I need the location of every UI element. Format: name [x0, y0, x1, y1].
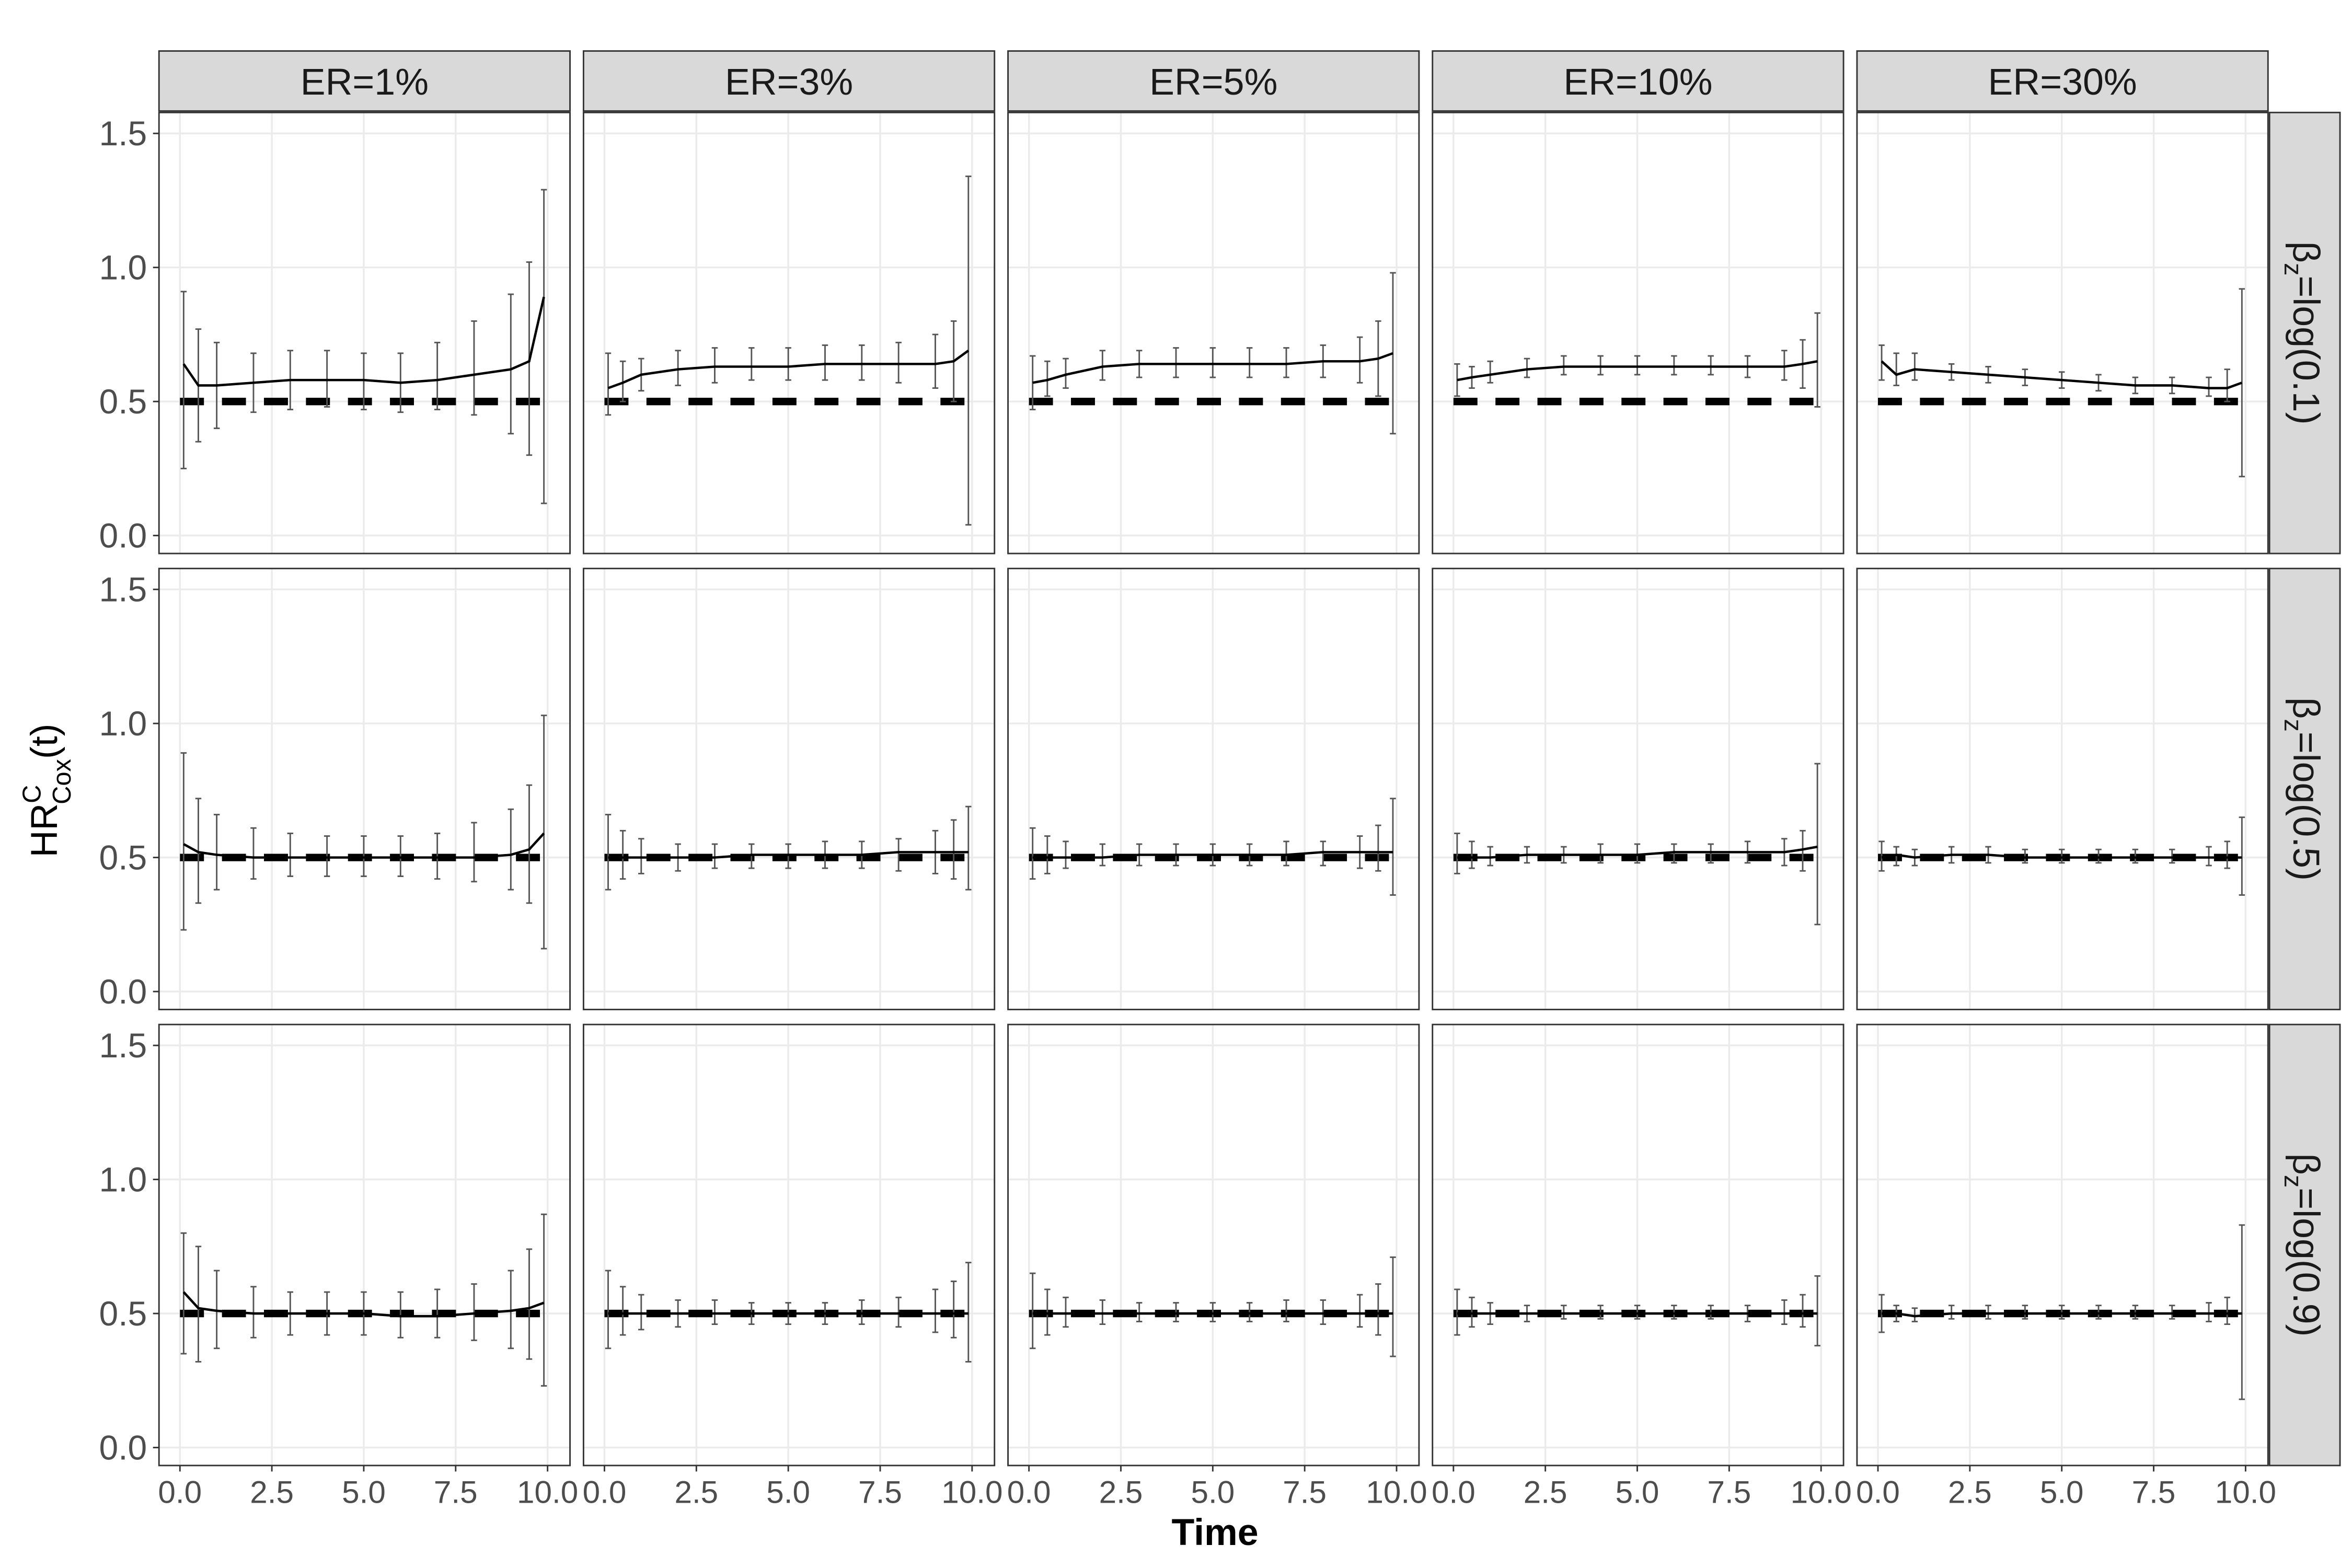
- row-strip-text: =log(0.5): [2285, 732, 2327, 881]
- estimate-line: [607, 349, 970, 389]
- estimate-line: [183, 832, 545, 859]
- panel-border: [158, 568, 571, 1010]
- row-strip-sub: z: [2279, 1175, 2307, 1187]
- y-tick-label: 1.0: [99, 1160, 147, 1199]
- y-tick-label: 1.5: [99, 570, 147, 609]
- row-strip: [2268, 568, 2341, 1010]
- x-tick-label: 10.0: [2215, 1474, 2276, 1510]
- x-tick-label: 7.5: [434, 1474, 478, 1510]
- y-tick-label: 0.5: [99, 838, 147, 877]
- column-strip-label: ER=5%: [1149, 61, 1277, 103]
- x-tick-label: 10.0: [1366, 1474, 1427, 1510]
- y-axis-title-tail: (t): [24, 723, 65, 759]
- x-tick-label: 0.0: [158, 1474, 202, 1510]
- column-strip-label: ER=1%: [301, 61, 429, 103]
- x-tick-label: 7.5: [858, 1474, 902, 1510]
- y-tick-label: 1.0: [99, 248, 147, 287]
- panel-border: [1007, 1023, 1420, 1467]
- panel-border: [1432, 1023, 1844, 1467]
- column-strip: [1432, 50, 1844, 112]
- y-tick-label: 1.5: [99, 114, 147, 153]
- y-axis-title-base: HR: [24, 803, 65, 858]
- x-tick-label: 7.5: [1707, 1474, 1751, 1510]
- y-tick-label: 0.0: [99, 516, 147, 555]
- y-tick-label: 0.0: [99, 972, 147, 1011]
- x-tick-label: 2.5: [1099, 1474, 1143, 1510]
- estimate-line: [1032, 851, 1393, 859]
- panel-border: [1856, 111, 2269, 555]
- x-tick-label: 10.0: [941, 1474, 1002, 1510]
- column-strip-label: ER=10%: [1563, 61, 1712, 103]
- x-tick-label: 2.5: [1524, 1474, 1567, 1510]
- x-tick-label: 2.5: [674, 1474, 718, 1510]
- column-strip: [1007, 50, 1420, 112]
- x-tick-label: 5.0: [766, 1474, 810, 1510]
- column-strip-label: ER=30%: [1988, 61, 2137, 103]
- row-strip-label: βz=log(0.9): [2279, 1154, 2327, 1337]
- x-tick-label: 2.5: [250, 1474, 294, 1510]
- panel-border: [1856, 1023, 2269, 1467]
- estimate-line: [182, 296, 545, 387]
- y-tick-label: 1.0: [99, 704, 147, 743]
- panel-border: [1007, 111, 1420, 555]
- x-tick-label: 5.0: [342, 1474, 386, 1510]
- x-tick-label: 5.0: [2040, 1474, 2084, 1510]
- row-strip-symbol: β: [2285, 1154, 2327, 1175]
- panel-border: [158, 111, 571, 555]
- x-tick-label: 5.0: [1616, 1474, 1659, 1510]
- estimate-line: [1881, 360, 2243, 389]
- row-strip: [2268, 111, 2341, 555]
- x-tick-label: 0.0: [1007, 1474, 1051, 1510]
- x-tick-label: 10.0: [517, 1474, 578, 1510]
- row-strip-symbol: β: [2285, 241, 2327, 263]
- x-tick-label: 5.0: [1191, 1474, 1235, 1510]
- y-tick-label: 0.0: [99, 1428, 147, 1467]
- row-strip-label: βz=log(0.1): [2279, 241, 2327, 425]
- row-strip-label: βz=log(0.5): [2279, 697, 2327, 881]
- row-strip-text: =log(0.9): [2285, 1187, 2327, 1336]
- estimate-line: [608, 851, 969, 859]
- estimate-line: [1881, 854, 2242, 859]
- estimate-line: [1032, 352, 1393, 384]
- column-strip: [582, 50, 996, 112]
- y-tick-label: 0.5: [99, 1294, 147, 1333]
- row-strip-symbol: β: [2285, 697, 2327, 719]
- estimate-line: [1882, 1312, 2242, 1318]
- estimate-line: [1457, 845, 1818, 859]
- panel-border: [1007, 568, 1420, 1010]
- panel-border: [1856, 568, 2269, 1010]
- y-tick-label: 0.5: [99, 382, 147, 421]
- panel-border: [582, 1023, 996, 1467]
- x-tick-label: 2.5: [1948, 1474, 1992, 1510]
- x-tick-label: 7.5: [1283, 1474, 1327, 1510]
- x-tick-label: 7.5: [2132, 1474, 2176, 1510]
- y-axis-title-sub: Cox: [48, 759, 76, 804]
- x-tick-label: 10.0: [1791, 1474, 1852, 1510]
- y-tick-label: 1.5: [99, 1026, 147, 1065]
- estimate-line: [1457, 360, 1818, 382]
- column-strip: [1856, 50, 2269, 112]
- x-axis-title: Time: [1172, 1512, 1259, 1553]
- panel-border: [582, 568, 996, 1010]
- row-strip-sub: z: [2279, 263, 2307, 275]
- panel-border: [1432, 111, 1844, 555]
- x-tick-label: 0.0: [583, 1474, 627, 1510]
- estimate-line: [182, 1291, 545, 1318]
- column-strip: [158, 50, 571, 112]
- y-axis-title: HRC Cox(t): [18, 723, 76, 857]
- x-tick-label: 0.0: [1432, 1474, 1475, 1510]
- panel-border: [1432, 568, 1844, 1010]
- row-strip-sub: z: [2279, 719, 2307, 731]
- row-strip: [2268, 1023, 2341, 1467]
- column-strip-label: ER=3%: [725, 61, 853, 103]
- panel-border: [158, 1023, 571, 1467]
- x-tick-label: 0.0: [1856, 1474, 1900, 1510]
- panel-border: [582, 111, 996, 555]
- row-strip-text: =log(0.1): [2285, 275, 2327, 424]
- y-axis-title-sup: C: [18, 785, 46, 803]
